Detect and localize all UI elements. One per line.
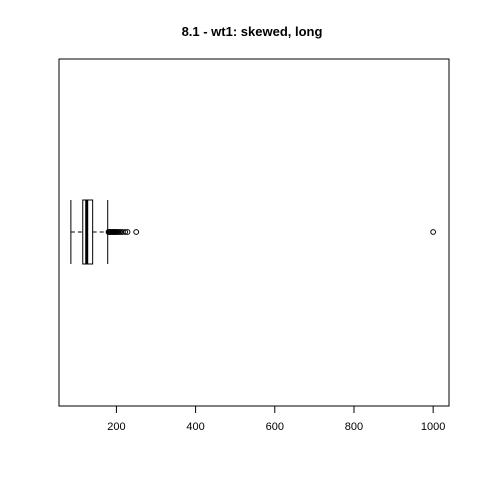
x-tick-label: 800 <box>345 421 363 433</box>
outlier-point <box>134 230 139 235</box>
boxplot <box>71 200 108 264</box>
x-tick-label: 600 <box>266 421 284 433</box>
outlier-points <box>106 230 435 235</box>
x-axis: 200 400 600 800 1000 <box>107 406 445 433</box>
x-tick-label: 400 <box>186 421 204 433</box>
x-tick-label: 200 <box>107 421 125 433</box>
chart-title: 8.1 - wt1: skewed, long <box>182 24 323 39</box>
outlier-point <box>431 230 436 235</box>
x-tick-label: 1000 <box>421 421 445 433</box>
